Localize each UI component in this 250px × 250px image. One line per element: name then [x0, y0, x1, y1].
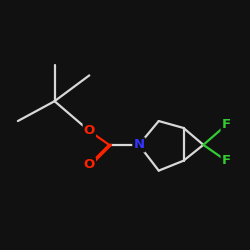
Text: N: N — [133, 138, 144, 151]
Text: O: O — [84, 124, 95, 138]
Text: F: F — [222, 118, 231, 132]
Text: F: F — [222, 154, 231, 167]
Text: O: O — [84, 158, 95, 171]
